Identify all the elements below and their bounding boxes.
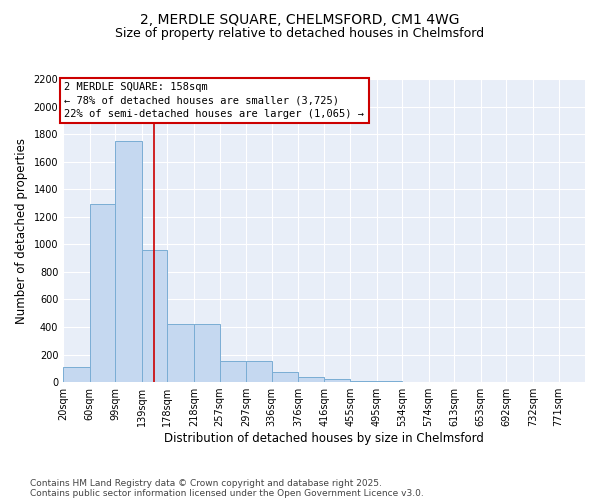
Bar: [220, 362, 246, 382]
Bar: [142, 250, 167, 382]
Bar: [167, 324, 194, 382]
Text: Contains public sector information licensed under the Open Government Licence v3: Contains public sector information licen…: [30, 488, 424, 498]
Bar: [325, 380, 350, 382]
X-axis label: Distribution of detached houses by size in Chelmsford: Distribution of detached houses by size …: [164, 432, 484, 445]
Bar: [246, 362, 272, 382]
Text: Contains HM Land Registry data © Crown copyright and database right 2025.: Contains HM Land Registry data © Crown c…: [30, 478, 382, 488]
Bar: [194, 324, 220, 382]
Bar: [272, 372, 298, 382]
Bar: [63, 367, 89, 382]
Y-axis label: Number of detached properties: Number of detached properties: [15, 138, 28, 324]
Bar: [350, 380, 377, 382]
Text: 2, MERDLE SQUARE, CHELMSFORD, CM1 4WG: 2, MERDLE SQUARE, CHELMSFORD, CM1 4WG: [140, 12, 460, 26]
Bar: [89, 204, 115, 382]
Text: 2 MERDLE SQUARE: 158sqm
← 78% of detached houses are smaller (3,725)
22% of semi: 2 MERDLE SQUARE: 158sqm ← 78% of detache…: [64, 82, 364, 119]
Text: Size of property relative to detached houses in Chelmsford: Size of property relative to detached ho…: [115, 28, 485, 40]
Bar: [115, 141, 142, 382]
Bar: [298, 376, 325, 382]
